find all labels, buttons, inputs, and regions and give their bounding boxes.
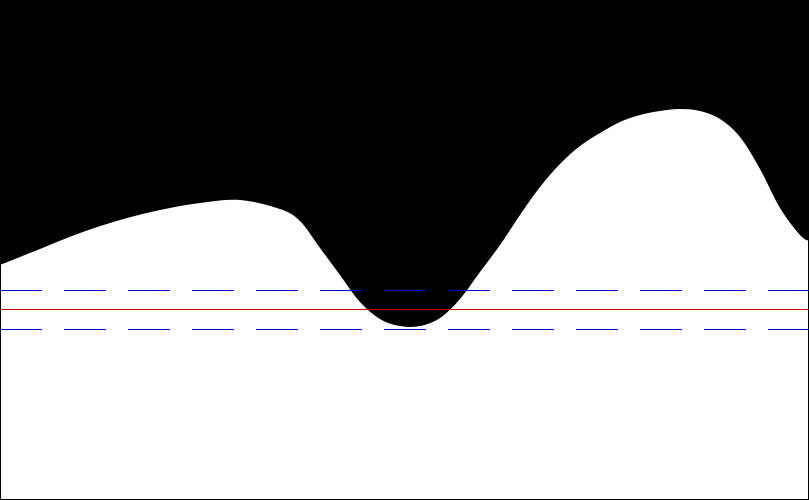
series-layer bbox=[0, 109, 809, 500]
area-series-0 bbox=[0, 109, 809, 500]
reference-lines bbox=[0, 290, 809, 330]
